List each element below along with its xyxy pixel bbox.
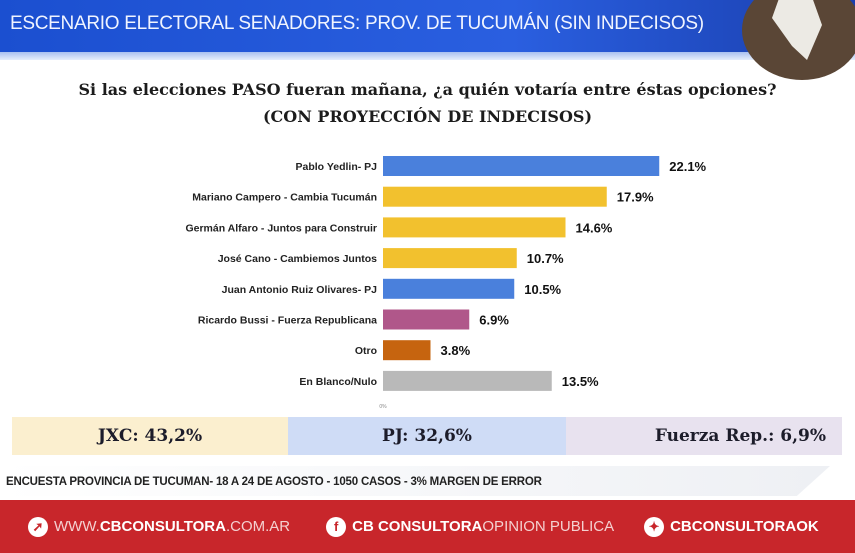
chart-title: Si las elecciones PASO fueran mañana, ¿a…	[78, 80, 777, 99]
footnote: ENCUESTA PROVINCIA DE TUCUMAN- 18 A 24 D…	[6, 476, 542, 488]
data-label: 10.5%	[524, 282, 561, 297]
bar	[383, 186, 607, 207]
category-label: Ricardo Bussi - Fuerza Republicana	[198, 315, 377, 327]
bar	[383, 370, 552, 391]
bar	[383, 340, 431, 361]
web-bold: CBCONSULTORA	[99, 518, 226, 535]
header-strip	[0, 52, 855, 60]
bar	[383, 278, 515, 299]
category-label: José Cano - Cambiemos Juntos	[218, 253, 377, 265]
facebook-link[interactable]: f CB CONSULTORA OPINION PUBLICA	[326, 516, 615, 537]
fb-light: OPINION PUBLICA	[482, 518, 615, 535]
bar	[383, 248, 517, 269]
twitter-icon: ✦	[644, 516, 665, 537]
facebook-icon: f	[326, 516, 347, 537]
data-label: 22.1%	[669, 159, 706, 174]
data-label: 6.9%	[479, 313, 509, 328]
summary-fuerza-rep: Fuerza Rep.: 6,9%	[566, 417, 842, 455]
summary-jxc: JXC: 43,2%	[12, 417, 288, 455]
footer: ➚ WWW. CBCONSULTORA .COM.AR f CB CONSULTOR…	[0, 500, 855, 553]
header-banner: ESCENARIO ELECTORAL SENADORES: PROV. DE …	[0, 0, 855, 52]
data-label: 13.5%	[562, 374, 599, 389]
category-label: Pablo Yedlin- PJ	[296, 161, 378, 173]
website-link[interactable]: ➚ WWW. CBCONSULTORA .COM.AR	[28, 516, 291, 537]
summary-bar: JXC: 43,2% PJ: 32,6% Fuerza Rep.: 6,9%	[12, 417, 842, 455]
bar-chart: Pablo Yedlin- PJ 22.1% Mariano Campero - C…	[185, 156, 707, 410]
category-label: Mariano Campero - Cambia Tucumán	[192, 192, 377, 204]
data-label: 17.9%	[617, 190, 654, 205]
category-label: Germán Alfaro - Juntos para Construir	[185, 222, 377, 234]
bar	[383, 217, 566, 238]
bar	[383, 156, 660, 176]
category-label: Otro	[355, 345, 377, 357]
tw-bold: CBCONSULTORAOK	[670, 518, 819, 535]
data-label: 10.7%	[527, 251, 564, 266]
data-label: 3.8%	[441, 343, 471, 358]
data-label: 14.6%	[576, 220, 613, 235]
fb-bold: CB CONSULTORA	[352, 518, 483, 535]
chart-subtitle: (CON PROYECCIÓN DE INDECISOS)	[262, 107, 593, 126]
web-suffix: .COM.AR	[225, 518, 291, 535]
category-label: En Blanco/Nulo	[299, 376, 377, 388]
x-tick-label: 0%	[379, 404, 387, 410]
bar	[383, 309, 470, 330]
web-prefix: WWW.	[54, 518, 100, 535]
tucuman-map-image	[742, 0, 855, 80]
cursor-click-icon: ➚	[28, 516, 48, 537]
header-title: ESCENARIO ELECTORAL SENADORES: PROV. DE …	[10, 13, 704, 34]
category-label: Juan Antonio Ruiz Olivares- PJ	[222, 284, 378, 296]
summary-pj: PJ: 32,6%	[288, 417, 566, 455]
twitter-link[interactable]: ✦ CBCONSULTORAOK	[644, 516, 819, 537]
